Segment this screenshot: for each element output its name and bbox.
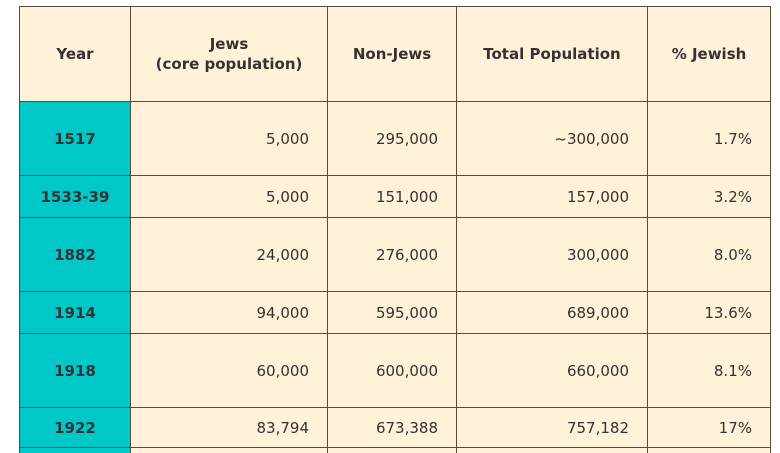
cell-year: 1882: [19, 217, 131, 292]
cell-non-jews: 595,000: [327, 291, 457, 334]
cell-total: 689,000: [456, 291, 648, 334]
cell-year: 1918: [19, 333, 131, 408]
cell-year: [19, 447, 131, 453]
cell-jews: 83,794: [130, 407, 328, 448]
cell-percent: 13.6%: [647, 291, 771, 334]
cell-percent: 17%: [647, 407, 771, 448]
cell-percent: 1.7%: [647, 101, 771, 176]
cell-total: 757,182: [456, 407, 648, 448]
cell-year: 1922: [19, 407, 131, 448]
cell-total: 660,000: [456, 333, 648, 408]
population-table: Year Jews (core population) Non-Jews Tot…: [19, 6, 771, 453]
cell-total: ~300,000: [456, 101, 648, 176]
cell-year: 1533-39: [19, 175, 131, 218]
cell-non-jews: 276,000: [327, 217, 457, 292]
cell-percent: [647, 447, 771, 453]
cell-non-jews: 673,388: [327, 407, 457, 448]
cell-non-jews: 600,000: [327, 333, 457, 408]
cell-total: 157,000: [456, 175, 648, 218]
header-total-population: Total Population: [456, 6, 648, 102]
cell-percent: 8.1%: [647, 333, 771, 408]
table-row: 1533-39 5,000 151,000 157,000 3.2%: [19, 175, 771, 218]
table-row: 1922 83,794 673,388 757,182 17%: [19, 407, 771, 448]
header-jews: Jews (core population): [130, 6, 328, 102]
cell-percent: 3.2%: [647, 175, 771, 218]
table-row-partial: [19, 447, 771, 453]
header-year: Year: [19, 6, 131, 102]
cell-jews: 94,000: [130, 291, 328, 334]
cell-non-jews: 151,000: [327, 175, 457, 218]
cell-jews: [130, 447, 328, 453]
header-row: Year Jews (core population) Non-Jews Tot…: [19, 6, 771, 102]
cell-non-jews: 295,000: [327, 101, 457, 176]
cell-total: [456, 447, 648, 453]
table-row: 1882 24,000 276,000 300,000 8.0%: [19, 217, 771, 292]
table-row: 1914 94,000 595,000 689,000 13.6%: [19, 291, 771, 334]
table-row: 1918 60,000 600,000 660,000 8.1%: [19, 333, 771, 408]
header-jews-subtitle: (core population): [155, 55, 303, 73]
table-row: 1517 5,000 295,000 ~300,000 1.7%: [19, 101, 771, 176]
cell-jews: 60,000: [130, 333, 328, 408]
cell-total: 300,000: [456, 217, 648, 292]
cell-year: 1517: [19, 101, 131, 176]
cell-non-jews: [327, 447, 457, 453]
table-header: Year Jews (core population) Non-Jews Tot…: [19, 6, 771, 102]
header-non-jews: Non-Jews: [327, 6, 457, 102]
cell-percent: 8.0%: [647, 217, 771, 292]
cell-jews: 24,000: [130, 217, 328, 292]
cell-year: 1914: [19, 291, 131, 334]
cell-jews: 5,000: [130, 175, 328, 218]
header-jews-title: Jews: [209, 35, 249, 53]
header-percent-jewish: % Jewish: [647, 6, 771, 102]
table-body: 1517 5,000 295,000 ~300,000 1.7% 1533-39…: [19, 101, 771, 453]
cell-jews: 5,000: [130, 101, 328, 176]
